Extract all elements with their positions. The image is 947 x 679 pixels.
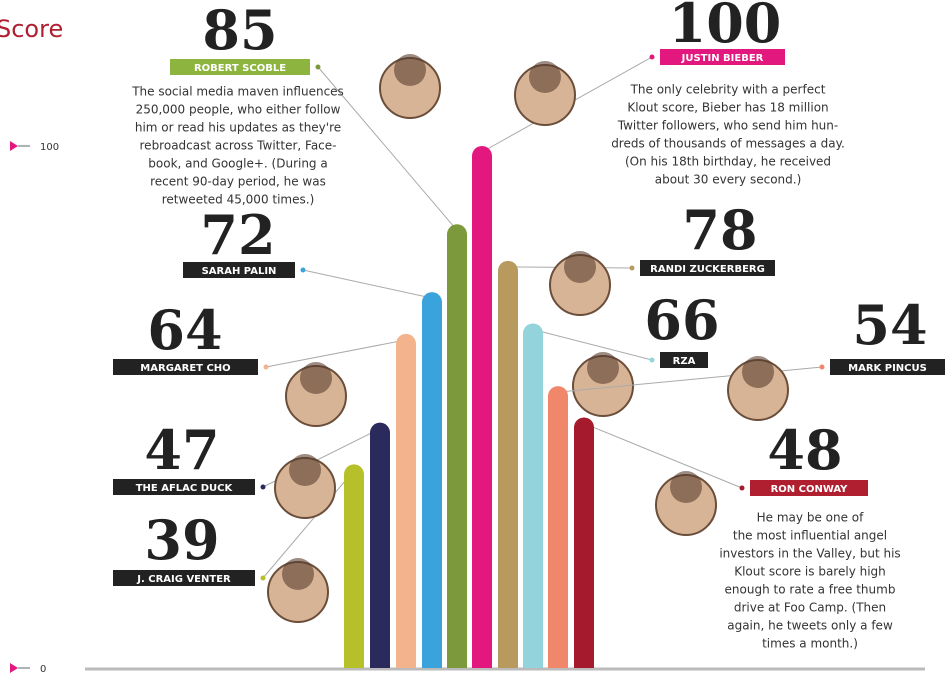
photo-hair (564, 251, 596, 283)
photo-hair (300, 362, 332, 394)
annotation: 250,000 people, who either follow (136, 103, 341, 117)
leader-dot (630, 266, 635, 271)
y-tick-label: 0 (40, 664, 46, 675)
bar (370, 423, 390, 668)
bar (498, 261, 518, 668)
name-label: THE AFLAC DUCK (136, 483, 234, 494)
name-label: RANDI ZUCKERBERG (650, 264, 765, 275)
value-label: 48 (767, 418, 842, 482)
photo-hair (394, 54, 426, 86)
photo-hair (282, 558, 314, 590)
value-label: 85 (202, 0, 277, 62)
leader-line (303, 270, 432, 298)
annotation: him or read his updates as they're (135, 121, 341, 135)
leader-dot (261, 485, 266, 490)
annotation: Twitter followers, who send him hun- (617, 119, 838, 133)
value-label: 66 (644, 288, 719, 352)
value-label: 78 (682, 198, 757, 262)
bar (523, 323, 543, 668)
annotation: (On his 18th birthday, he received (625, 155, 831, 169)
tick-arrow (10, 141, 18, 151)
value-label: 64 (147, 298, 222, 362)
bar (344, 464, 364, 668)
value-label: 72 (200, 203, 275, 267)
leader-dot (820, 365, 825, 370)
leader-line (533, 329, 652, 360)
annotation: The only celebrity with a perfect (630, 83, 826, 97)
annotation: rebroadcast across Twitter, Face- (140, 139, 337, 153)
leader-dot (316, 65, 321, 70)
leader-dot (740, 486, 745, 491)
photo-hair (587, 352, 619, 384)
chart: Score 0 100 39 J. CRAIG VENTER 47THE AFLAC D… (0, 0, 947, 679)
leader-dot (650, 55, 655, 60)
name-label: RON CONWAY (771, 484, 849, 495)
name-label: J. CRAIG VENTER (136, 574, 231, 585)
annotation: retweeted 45,000 times.) (162, 193, 315, 207)
value-label: 47 (144, 418, 219, 482)
bar (472, 146, 492, 668)
value-label: 100 (669, 0, 782, 55)
tick-arrow (10, 663, 18, 673)
leader-dot (261, 576, 266, 581)
bar (548, 386, 568, 668)
photo-hair (529, 61, 561, 93)
name-label: MARK PINCUS (848, 363, 927, 374)
annotation: investors in the Valley, but his (719, 547, 900, 561)
axis-title: Score (0, 15, 63, 43)
annotation: Klout score, Bieber has 18 million (627, 101, 828, 115)
value-label: 39 (144, 508, 219, 572)
annotation: dreds of thousands of messages a day. (611, 137, 845, 151)
bar (396, 334, 416, 668)
name-label: ROBERT SCOBLE (194, 63, 286, 74)
annotation: the most influential angel (733, 529, 887, 543)
annotation: drive at Foo Camp. (Then (734, 601, 886, 615)
leader-dot (264, 365, 269, 370)
bar (422, 292, 442, 668)
annotation: again, he tweets only a few (727, 619, 893, 633)
name-label: SARAH PALIN (202, 266, 277, 277)
photo-hair (742, 356, 774, 388)
leader-dot (301, 268, 306, 273)
name-label: JUSTIN BIEBER (681, 53, 764, 64)
annotation: about 30 every second.) (655, 173, 802, 187)
leader-dot (650, 358, 655, 363)
y-tick-label: 100 (40, 142, 59, 153)
annotation: times a month.) (762, 637, 858, 651)
name-label: RZA (673, 356, 696, 367)
bar (574, 417, 594, 668)
leader-line (266, 340, 406, 367)
annotation: The social media maven influences (131, 85, 344, 99)
photo-hair (289, 454, 321, 486)
leader-line (584, 423, 742, 488)
photo-hair (670, 471, 702, 503)
annotation: enough to rate a free thumb (725, 583, 896, 597)
annotation: Klout score is barely high (734, 565, 886, 579)
annotation: recent 90-day period, he was (150, 175, 326, 189)
value-label: 54 (852, 293, 927, 357)
annotation: He may be one of (757, 511, 864, 525)
name-label: MARGARET CHO (140, 363, 230, 374)
bar (447, 224, 467, 668)
annotation: book, and Google+. (During a (148, 157, 327, 171)
